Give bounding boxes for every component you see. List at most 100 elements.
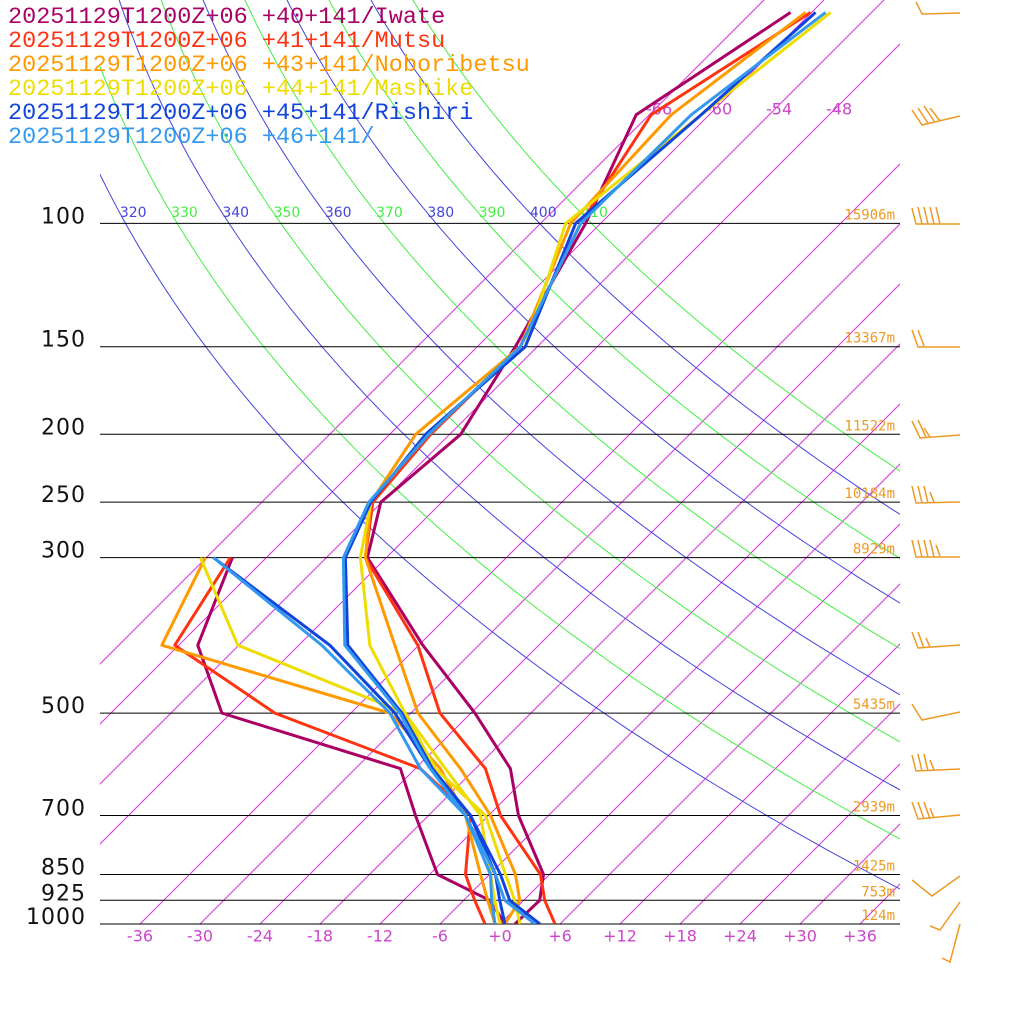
wind-barbs [911,1,961,964]
height-label: 124m [861,908,895,924]
isotherm [679,703,900,924]
temperature-line [365,11,792,924]
wind-barb [911,105,961,126]
height-label: 8929m [853,542,895,558]
wind-barb [941,923,961,964]
wind-barb [911,206,960,225]
theta-label: 370 [376,205,403,221]
legend: 20251129T1200Z+06 +40+141/Iwate20251129T… [8,4,530,151]
y-tick-label: 850 [41,856,86,881]
dry-adiabat [328,0,900,559]
dry-adiabat [160,0,900,743]
isotherm [100,43,900,845]
wind-barb [911,631,961,649]
y-tick-label: 200 [41,415,86,440]
theta-label: 390 [479,205,506,221]
legend-entry: 20251129T1200Z+06 +44+141/Mashike [8,76,473,103]
height-label: 13367m [844,331,895,347]
x-tick-label: +18 [663,927,697,946]
isotherm [259,283,900,924]
isotherm [499,523,900,924]
wind-barb [911,539,960,558]
dry-adiabat [100,173,900,890]
dry-adiabat [202,0,900,696]
y-tick-label: 700 [41,796,86,821]
wind-barb [911,703,961,721]
y-tick-label: 300 [41,539,86,564]
wind-barb [911,485,961,504]
dry-adiabat [100,65,900,840]
axis-labels: -36 -30 -24 -18 -12 -6 +0 +6 +12 +18 +24 +30 +36-66-… [26,100,900,946]
isotherm [139,163,900,924]
height-label: 10184m [844,486,895,502]
isotherm [379,403,900,924]
y-tick-label: 100 [41,204,86,229]
legend-entry: 20251129T1200Z+06 +43+141/Noboribetsu [8,52,530,79]
isotherm [319,343,900,924]
height-label: 1425m [853,859,895,875]
height-label: 753m [861,884,895,900]
y-tick-label: 500 [41,694,86,719]
isotherm [559,583,900,924]
x-tick-label: -18 [307,927,333,946]
x-tick-label: -12 [367,927,393,946]
x-tick-label: -36 [127,927,153,946]
theta-label: 350 [274,205,301,221]
isotherm-label: -54 [766,100,792,119]
height-label: 2939m [853,799,895,815]
x-tick-label: +12 [603,927,637,946]
theta-label: 340 [222,205,249,221]
wind-barb [911,753,961,772]
x-tick-label: -24 [247,927,273,946]
theta-label: 400 [530,205,557,221]
temperature-line [343,11,817,924]
dry-adiabat [370,0,900,515]
isotherm [100,0,885,785]
isotherm [439,463,900,924]
theta-label: 330 [171,205,198,221]
legend-entry: 20251129T1200Z+06 +45+141/Rishiri [8,100,473,127]
isotherm [100,0,765,665]
profiles [160,11,832,924]
isotherm [199,223,900,924]
legend-entry: 20251129T1200Z+06 +46+141/ [8,124,375,151]
legend-entry: 20251129T1200Z+06 +40+141/Iwate [8,4,445,31]
dry-adiabat [412,0,900,472]
temperature-line [341,11,827,924]
dry-adiabat [244,0,900,650]
x-tick-label: +6 [548,927,572,946]
x-tick-label: -6 [432,927,448,946]
x-tick-label: +36 [843,927,877,946]
wind-barb [911,329,960,348]
wind-barb [911,801,961,820]
y-tick-label: 150 [41,328,86,353]
dewpoint-line [199,557,502,924]
height-label: 5435m [853,697,895,713]
height-label: 15906m [844,207,895,223]
dry-adiabat [286,0,900,604]
x-tick-label: -30 [187,927,213,946]
isotherm [100,0,825,725]
wind-barb [929,901,961,931]
y-tick-label: 1000 [26,905,86,930]
temperature-line [358,11,832,924]
temperature-line [363,11,807,924]
legend-entry: 20251129T1200Z+06 +41+141/Mutsu [8,28,445,55]
y-tick-label: 250 [41,483,86,508]
y-tick-label: 925 [41,881,86,906]
dewpoint-line [173,556,487,924]
x-tick-label: +0 [488,927,512,946]
wind-barb [915,1,961,15]
x-tick-label: +24 [723,927,757,946]
theta-label: 320 [120,205,147,221]
theta-label: 360 [325,205,352,221]
x-tick-label: +30 [783,927,817,946]
wind-barb [911,419,961,439]
dewpoint-line [212,556,497,924]
height-label: 11522m [844,418,895,434]
isotherm-label: -48 [826,100,852,119]
isotherm [619,643,900,924]
wind-barb [911,875,961,897]
